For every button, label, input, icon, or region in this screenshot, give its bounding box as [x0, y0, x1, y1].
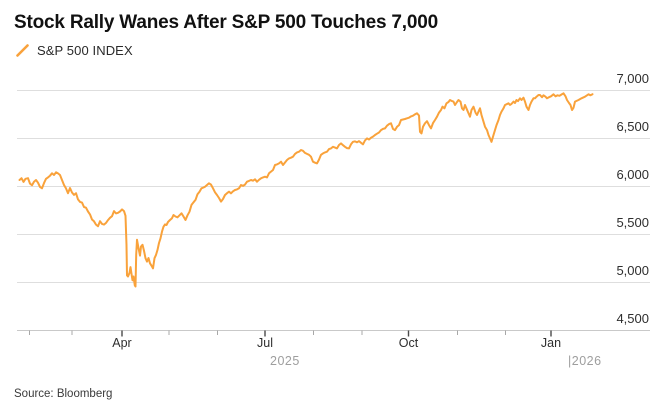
y-axis-label: 6,000 [616, 167, 649, 182]
y-axis-label: 5,000 [616, 263, 649, 278]
x-axis-label: Jul [257, 336, 273, 350]
x-axis-label: Apr [112, 336, 132, 350]
sp500-price-line [18, 92, 594, 288]
x-axis-label: Jan [540, 336, 562, 350]
y-axis-label: 6,500 [616, 119, 649, 134]
y-axis-label: 7,000 [616, 71, 649, 86]
source-note: Source: Bloomberg [14, 388, 113, 400]
slash-icon [16, 44, 29, 57]
legend-label: S&P 500 INDEX [37, 43, 133, 58]
y-axis-label: 5,500 [616, 215, 649, 230]
legend: S&P 500 INDEX [16, 43, 133, 58]
year-label: |2026 [568, 353, 602, 368]
x-axis-label: Oct [398, 336, 419, 350]
y-axis-label: 4,500 [616, 311, 649, 326]
year-label: 2025 [270, 353, 300, 368]
chart-title: Stock Rally Wanes After S&P 500 Touches … [14, 12, 438, 33]
